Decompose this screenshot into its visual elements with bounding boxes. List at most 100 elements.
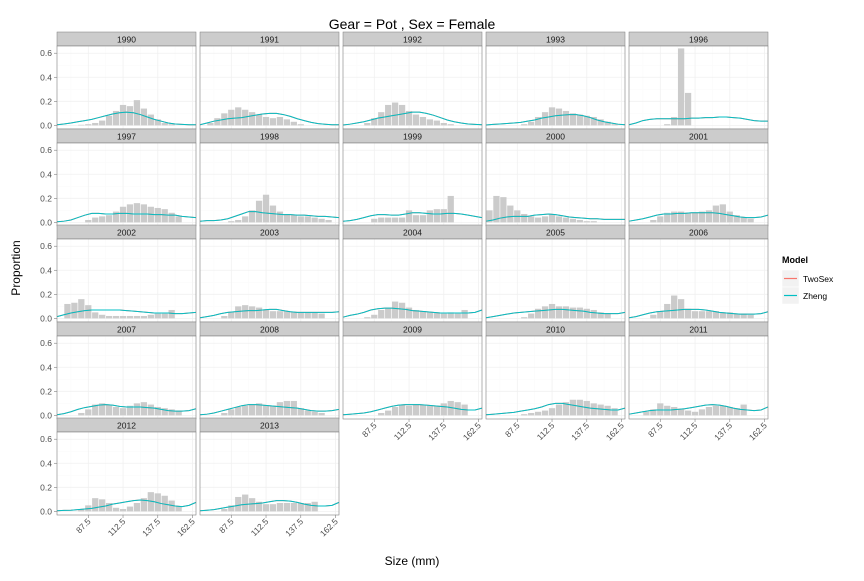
fit-line-zheng: [628, 308, 769, 319]
observed-bar: [154, 119, 161, 126]
y-tick-label: 0.0: [40, 410, 52, 420]
observed-bar: [147, 404, 154, 416]
observed-bar: [133, 315, 141, 319]
observed-bar: [590, 116, 597, 126]
observed-bar: [133, 502, 141, 512]
observed-bar: [698, 211, 706, 223]
observed-bar: [221, 315, 228, 319]
observed-bar: [92, 217, 99, 223]
fit-line-zheng: [342, 404, 483, 416]
observed-bar: [405, 210, 413, 223]
observed-bar: [597, 404, 604, 416]
legend: Model TwoSex Zheng: [781, 255, 834, 305]
panel-year-label: 1990: [117, 35, 136, 45]
panel-plot-area: [57, 336, 196, 419]
observed-bar: [364, 122, 371, 126]
observed-bar: [290, 215, 297, 223]
observed-bar: [112, 507, 120, 512]
fit-line-zheng: [485, 213, 625, 222]
observed-bar: [569, 399, 577, 416]
panel-plot-area: [343, 46, 482, 129]
observed-bar: [147, 314, 154, 319]
fit-line-zheng: [628, 212, 769, 222]
observed-bar: [643, 411, 650, 416]
observed-bar: [426, 405, 434, 416]
observed-bar: [650, 314, 657, 319]
observed-bar: [398, 104, 406, 126]
fit-line-zheng: [199, 404, 340, 416]
observed-bar: [262, 309, 270, 319]
observed-bar: [175, 216, 182, 223]
panel-plot-area: [629, 143, 768, 226]
observed-bar: [684, 308, 692, 319]
observed-bar: [657, 403, 664, 416]
observed-bar: [412, 114, 420, 126]
observed-bar: [276, 402, 284, 416]
observed-bar: [214, 118, 221, 126]
y-tick-label: 0.4: [40, 362, 52, 372]
observed-bar: [105, 502, 113, 512]
panel-year-label: 1997: [117, 132, 136, 142]
panel-2006: 2006: [628, 224, 769, 323]
observed-bar: [747, 314, 754, 319]
observed-bar: [133, 100, 141, 126]
observed-bar: [242, 305, 249, 319]
observed-bar: [604, 405, 611, 416]
y-tick-label: 0.4: [40, 265, 52, 275]
observed-bar: [126, 506, 134, 512]
observed-bar: [521, 414, 528, 416]
observed-bar: [133, 203, 141, 223]
observed-bar: [555, 404, 563, 416]
legend-entry-zheng: Zheng: [781, 286, 827, 305]
y-tick-label: 0.0: [40, 313, 52, 323]
panel-plot-area: [57, 46, 196, 129]
observed-bar: [168, 124, 175, 126]
observed-bar: [140, 315, 148, 319]
y-tick-label: 0.0: [40, 217, 52, 227]
observed-bar: [378, 217, 385, 223]
panel-year-label: 2013: [260, 421, 279, 431]
observed-bar: [385, 104, 392, 126]
observed-bar: [99, 403, 106, 416]
observed-bar: [64, 303, 71, 319]
observed-bar: [569, 113, 577, 126]
panel-year-label: 2003: [260, 228, 279, 238]
x-tick-label: 87.5: [646, 420, 665, 439]
observed-bar: [99, 499, 106, 512]
observed-bar: [447, 400, 454, 416]
observed-bar: [419, 116, 427, 126]
observed-bar: [161, 209, 168, 223]
observed-bar: [92, 404, 99, 416]
panel-plot-area: [486, 239, 625, 322]
observed-bar: [255, 114, 263, 126]
observed-bar: [398, 404, 406, 416]
observed-bar: [378, 112, 385, 126]
observed-bar: [385, 217, 392, 223]
panel-2010: 2010 87.5 112.5 137.5 162.5: [485, 321, 626, 442]
panel-2008: 2008: [199, 321, 340, 420]
panel-plot-area: [200, 239, 339, 322]
panel-year-label: 1993: [546, 35, 565, 45]
panel-year-label: 1999: [403, 132, 422, 142]
panel-1990: 1990 0.0 0.2 0.4 0.6: [40, 31, 197, 130]
observed-bar: [534, 116, 542, 126]
observed-bar: [154, 313, 161, 319]
observed-bar: [105, 215, 113, 223]
observed-bar: [78, 508, 85, 512]
observed-bar: [304, 312, 311, 319]
panel-1993: 1993: [485, 31, 626, 130]
observed-bar: [562, 306, 570, 319]
observed-bar: [433, 405, 440, 416]
panel-plot-area: [343, 143, 482, 226]
observed-bar: [304, 502, 311, 512]
observed-bar: [71, 302, 78, 319]
panel-2003: 2003: [199, 224, 340, 323]
y-tick-label: 0.2: [40, 386, 52, 396]
observed-bar: [528, 216, 535, 223]
observed-bar: [712, 205, 720, 223]
x-tick-label: 87.5: [360, 420, 379, 439]
x-tick-label: 87.5: [217, 516, 236, 535]
fit-line-zheng: [56, 309, 197, 318]
observed-bar: [719, 312, 726, 319]
observed-bar: [161, 122, 168, 126]
